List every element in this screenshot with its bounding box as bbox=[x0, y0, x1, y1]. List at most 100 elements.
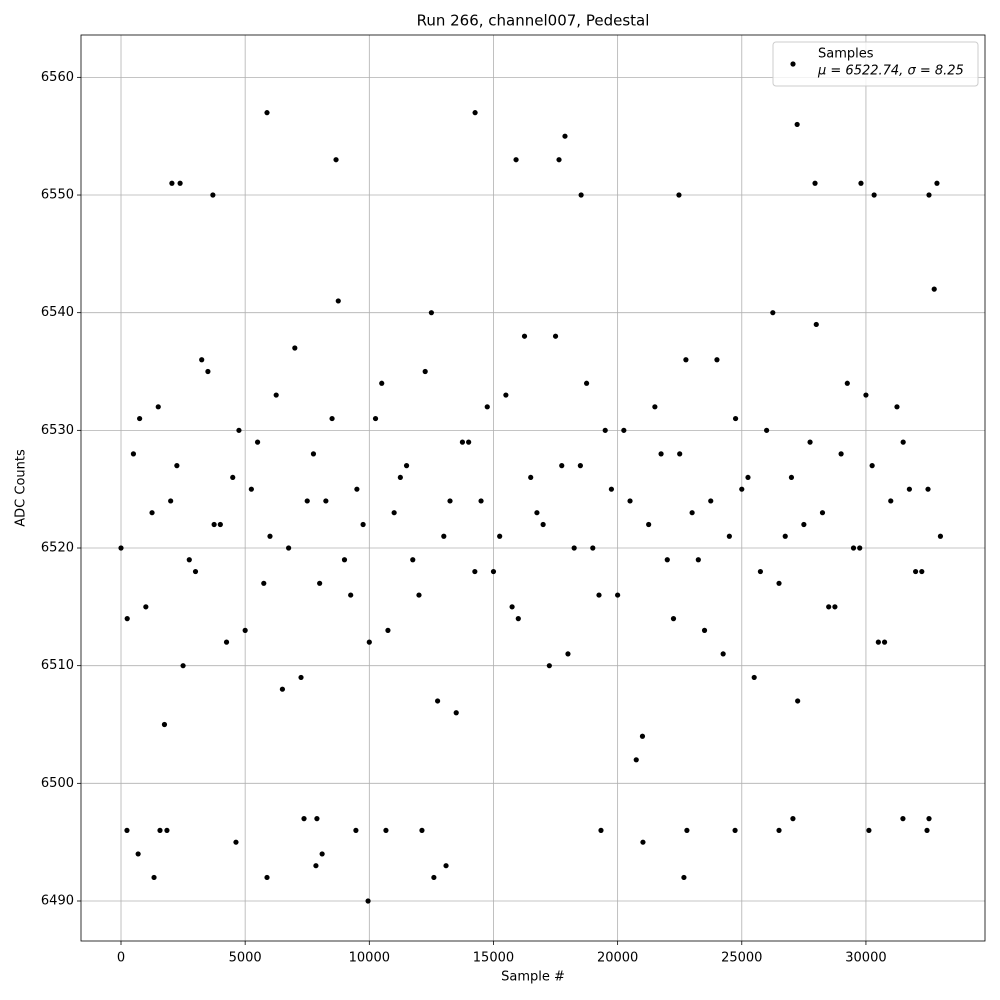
point bbox=[540, 521, 546, 528]
point bbox=[578, 192, 584, 198]
point bbox=[764, 427, 770, 433]
point bbox=[714, 357, 720, 363]
point bbox=[565, 651, 571, 657]
point bbox=[428, 310, 434, 316]
point bbox=[143, 604, 149, 610]
x-tick-label: 25000 bbox=[721, 951, 762, 966]
point bbox=[934, 180, 940, 186]
point bbox=[443, 863, 449, 869]
point bbox=[410, 557, 416, 563]
point bbox=[317, 580, 323, 586]
point bbox=[472, 110, 478, 116]
x-tick-label: 15000 bbox=[473, 951, 514, 966]
point bbox=[776, 827, 782, 833]
point bbox=[782, 533, 788, 539]
point bbox=[701, 627, 708, 633]
point bbox=[313, 863, 319, 869]
point bbox=[937, 533, 944, 539]
point bbox=[366, 639, 372, 645]
point bbox=[254, 439, 261, 445]
point bbox=[360, 521, 366, 528]
point bbox=[230, 474, 236, 481]
y-tick-label: 6500 bbox=[41, 776, 74, 791]
legend-box bbox=[772, 41, 979, 87]
point bbox=[248, 486, 254, 492]
point bbox=[354, 486, 360, 492]
point bbox=[459, 439, 466, 445]
point bbox=[286, 545, 292, 551]
legend-subtext: μ = 6522.74, σ = 8.25 bbox=[817, 64, 964, 79]
point bbox=[664, 557, 670, 563]
y-tick-label: 6550 bbox=[41, 188, 74, 203]
point bbox=[770, 310, 776, 316]
point bbox=[264, 874, 270, 881]
point bbox=[695, 557, 701, 563]
point bbox=[871, 192, 877, 198]
point bbox=[466, 439, 472, 445]
point bbox=[155, 404, 161, 410]
point bbox=[801, 521, 807, 528]
point bbox=[683, 357, 689, 363]
y-tick-label: 6520 bbox=[41, 541, 74, 556]
point bbox=[149, 510, 155, 516]
point bbox=[490, 568, 497, 575]
point bbox=[900, 816, 906, 822]
point bbox=[869, 463, 875, 469]
point bbox=[844, 380, 850, 386]
point bbox=[926, 192, 932, 198]
x-axis-label: Sample # bbox=[501, 970, 565, 985]
point bbox=[732, 415, 739, 422]
point bbox=[391, 510, 397, 516]
point bbox=[205, 368, 211, 375]
point bbox=[732, 827, 738, 833]
point bbox=[304, 498, 310, 504]
point bbox=[627, 498, 633, 504]
point bbox=[858, 180, 864, 186]
point bbox=[353, 827, 359, 833]
x-tick-label: 10000 bbox=[349, 951, 390, 966]
y-tick-label: 6530 bbox=[41, 423, 74, 438]
point bbox=[832, 604, 838, 610]
point bbox=[323, 498, 329, 504]
point bbox=[314, 816, 320, 822]
point bbox=[596, 592, 602, 598]
point bbox=[273, 392, 279, 398]
point bbox=[164, 827, 170, 833]
point bbox=[826, 604, 832, 610]
chart-title: Run 266, channel007, Pedestal bbox=[417, 12, 650, 30]
point bbox=[161, 721, 168, 728]
point bbox=[157, 827, 163, 833]
point bbox=[583, 380, 590, 386]
point bbox=[497, 533, 503, 539]
point bbox=[298, 674, 304, 681]
point bbox=[292, 345, 298, 351]
point bbox=[372, 415, 379, 422]
x-tick-label: 30000 bbox=[845, 951, 886, 966]
point bbox=[223, 639, 230, 645]
point bbox=[192, 568, 199, 575]
point bbox=[310, 451, 317, 457]
point bbox=[242, 627, 248, 633]
point bbox=[857, 545, 863, 551]
point bbox=[301, 816, 307, 822]
point bbox=[931, 286, 937, 292]
point bbox=[552, 333, 559, 339]
point bbox=[403, 463, 410, 469]
point bbox=[515, 616, 521, 622]
point bbox=[124, 616, 130, 622]
point bbox=[621, 427, 627, 433]
point bbox=[335, 298, 341, 304]
point bbox=[397, 474, 403, 481]
point bbox=[906, 486, 912, 492]
point bbox=[652, 404, 658, 410]
point bbox=[794, 121, 800, 128]
point bbox=[379, 380, 385, 386]
point bbox=[670, 616, 677, 622]
point bbox=[757, 568, 764, 575]
point bbox=[431, 874, 437, 881]
point bbox=[341, 557, 348, 563]
point bbox=[521, 333, 528, 339]
point bbox=[261, 580, 267, 586]
point bbox=[177, 180, 183, 186]
